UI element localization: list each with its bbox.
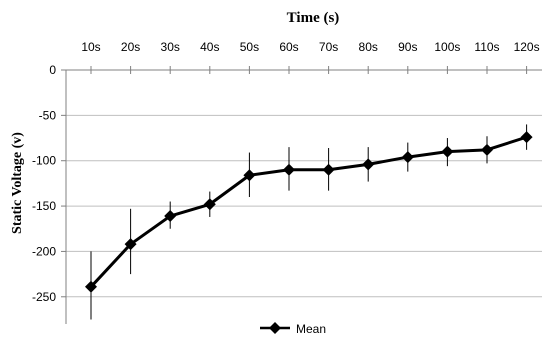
chart-title: Time (s) — [287, 10, 340, 26]
data-point-20s — [124, 238, 137, 251]
y-tick-label--250: -250 — [32, 290, 56, 304]
data-point-110s — [481, 143, 493, 156]
y-tick-labels: 0 -50 -100 -150 -200 -250 — [32, 63, 56, 304]
y-tick-label--100: -100 — [32, 154, 56, 168]
legend-label-mean: Mean — [296, 322, 326, 336]
data-point-100s — [441, 145, 454, 158]
x-tick-label-30s: 30s — [161, 40, 180, 54]
x-tick-label-50s: 50s — [240, 40, 259, 54]
series-line-mean — [89, 135, 528, 288]
data-point-50s — [243, 169, 256, 182]
x-tick-label-20s: 20s — [121, 40, 140, 54]
axes — [61, 66, 542, 324]
y-axis-label: Static Voltage (v) — [10, 132, 25, 234]
legend-marker-diamond-icon — [269, 322, 281, 334]
x-tick-label-70s: 70s — [319, 40, 338, 54]
series-mean — [85, 131, 533, 293]
data-point-60s — [283, 163, 295, 176]
data-point-120s — [520, 131, 533, 144]
y-tick-label--50: -50 — [39, 108, 57, 122]
x-tick-label-60s: 60s — [279, 40, 298, 54]
data-point-90s — [401, 151, 414, 164]
error-bars — [90, 124, 528, 320]
data-point-70s — [322, 163, 335, 176]
x-tick-labels: 10s 20s 30s 40s 50s 60s 70s 80s 90s 100s 110s 120s — [81, 40, 539, 54]
x-tick-label-120s: 120s — [514, 40, 540, 54]
data-point-40s — [203, 198, 216, 211]
legend: Mean — [260, 322, 326, 336]
x-tick-label-10s: 10s — [81, 40, 100, 54]
data-point-80s — [362, 158, 375, 171]
x-tick-label-80s: 80s — [359, 40, 378, 54]
data-point-10s — [85, 280, 97, 293]
x-tick-label-40s: 40s — [200, 40, 219, 54]
data-point-30s — [164, 210, 177, 223]
x-tick-label-110s: 110s — [474, 40, 499, 54]
y-tick-label-0: 0 — [49, 63, 56, 77]
y-tick-label--200: -200 — [32, 244, 56, 258]
x-tick-label-100s: 100s — [434, 40, 460, 54]
y-tick-label--150: -150 — [32, 199, 56, 213]
grid-lines — [66, 114, 542, 298]
x-tick-label-90s: 90s — [398, 40, 417, 54]
